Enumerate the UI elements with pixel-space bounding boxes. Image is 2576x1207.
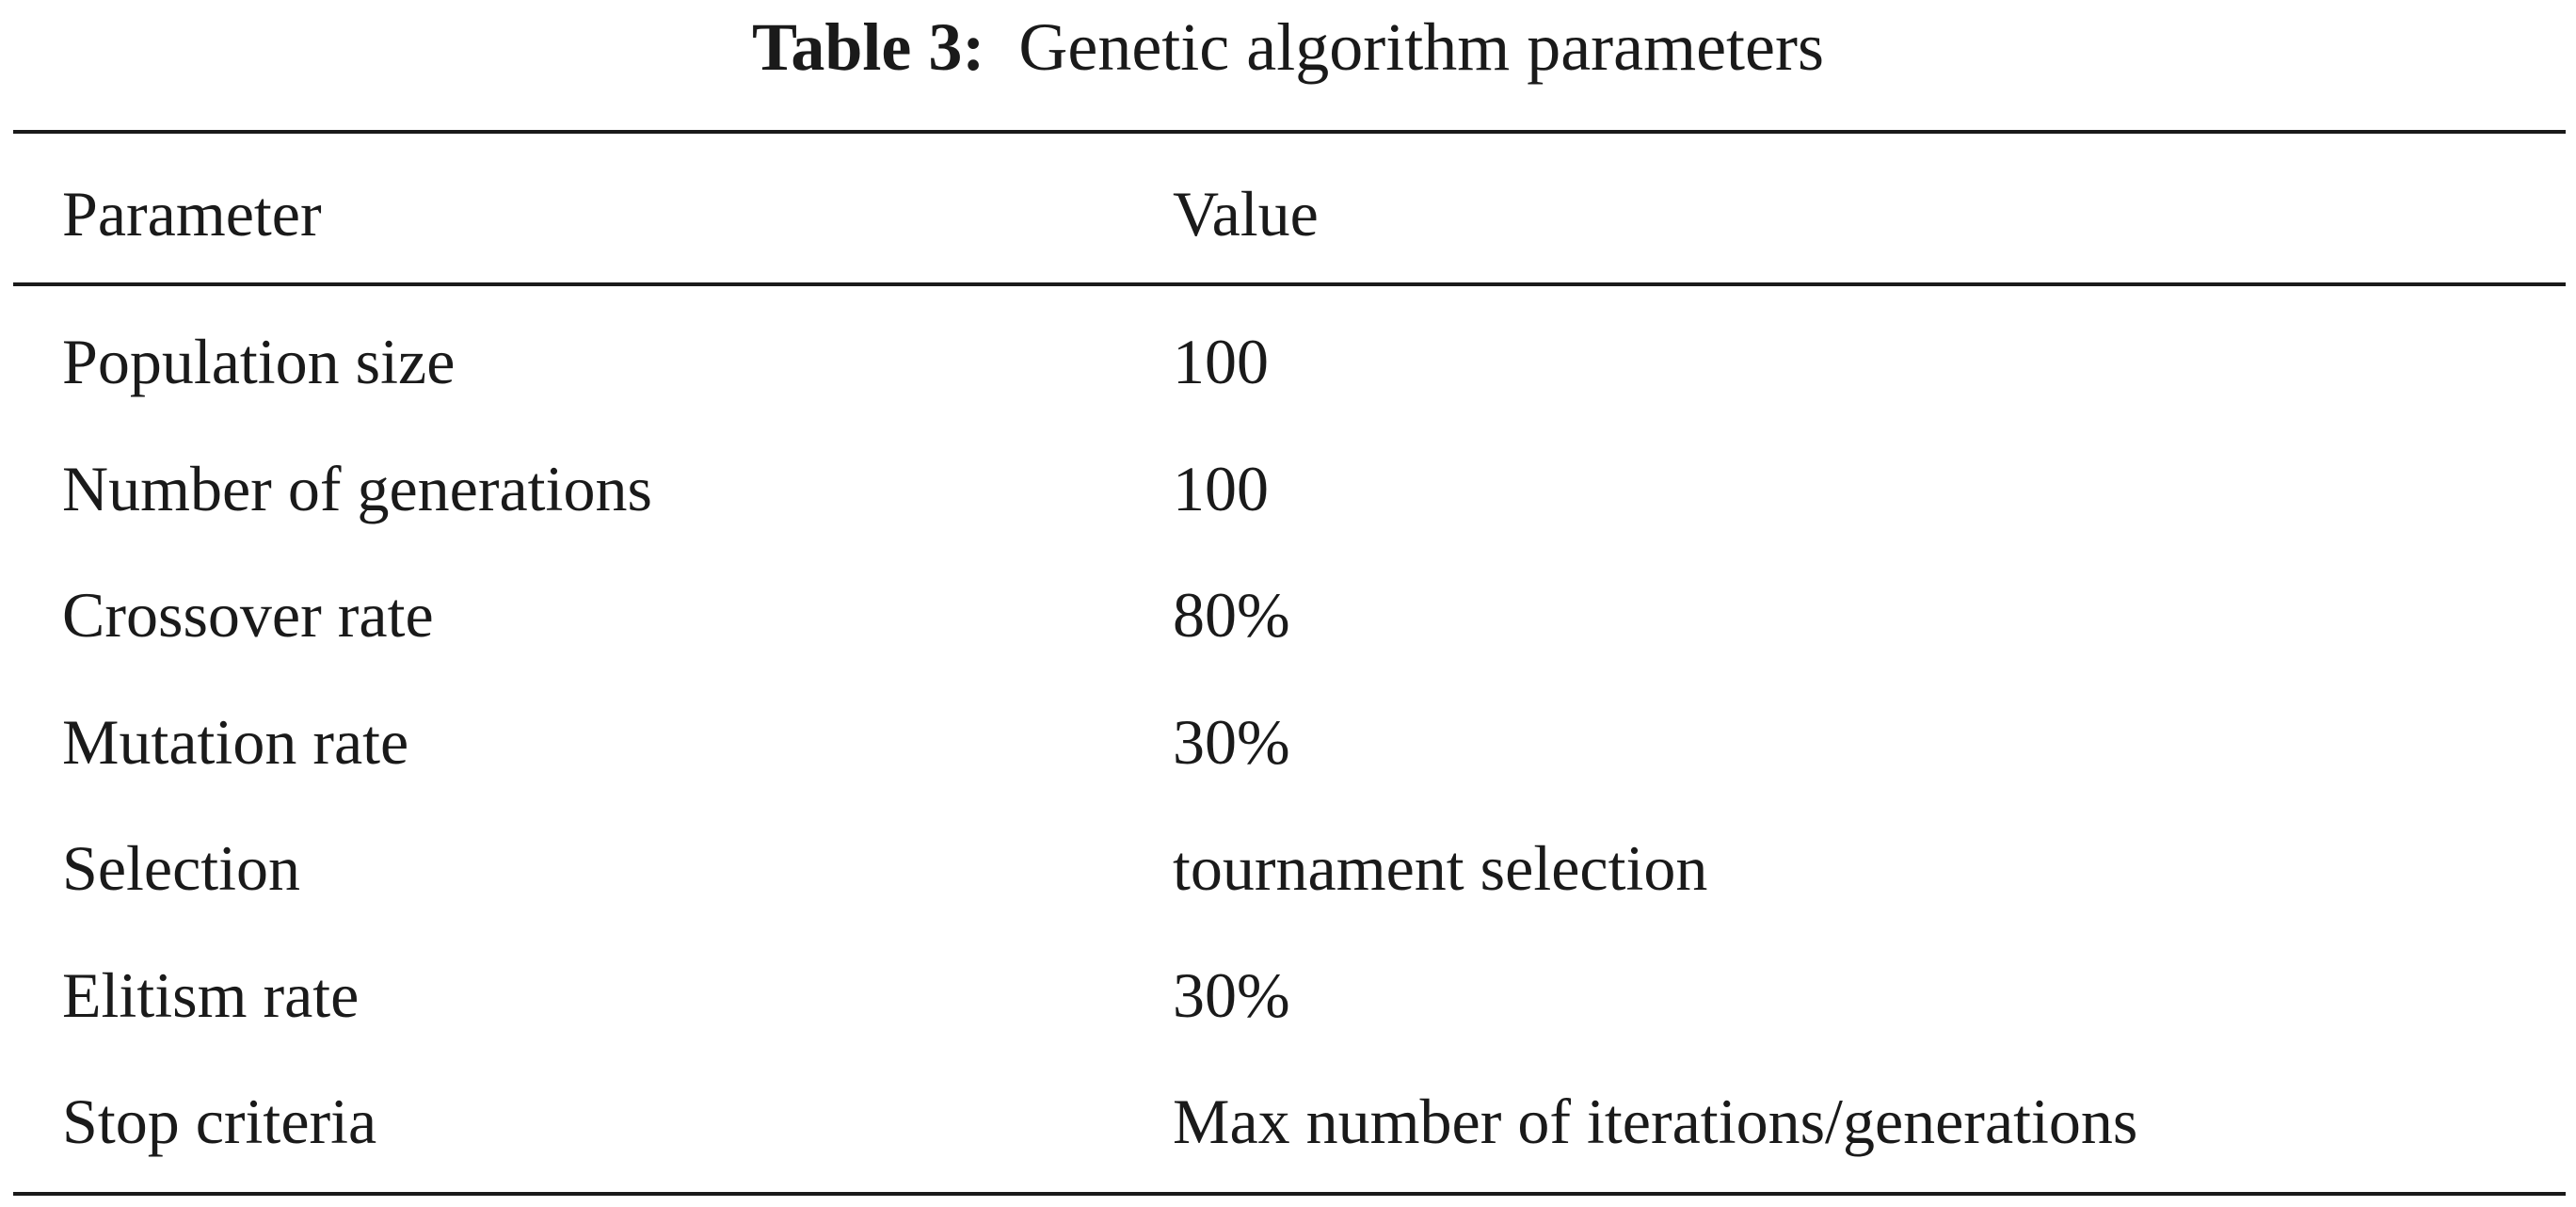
parameter-cell: Stop criteria bbox=[62, 1086, 377, 1157]
value-cell: 100 bbox=[1173, 326, 1269, 397]
value-cell: 30% bbox=[1173, 958, 1290, 1031]
mid-rule bbox=[13, 282, 2566, 286]
parameter-cell: Number of generations bbox=[62, 452, 652, 524]
value-cell: Max number of iterations/generations bbox=[1173, 1086, 2138, 1157]
parameter-cell: Crossover rate bbox=[62, 579, 434, 651]
table-caption: Table 3: Genetic algorithm parameters bbox=[0, 8, 2576, 87]
value-cell: tournament selection bbox=[1173, 832, 1708, 904]
bottom-rule bbox=[13, 1192, 2566, 1196]
parameter-cell: Mutation rate bbox=[62, 705, 409, 778]
value-cell: 100 bbox=[1173, 452, 1269, 524]
parameter-cell: Population size bbox=[62, 326, 456, 397]
caption-title: Genetic algorithm parameters bbox=[1018, 9, 1825, 85]
top-rule bbox=[13, 130, 2566, 134]
header-cell: Value bbox=[1173, 178, 1319, 249]
value-cell: 80% bbox=[1173, 579, 1290, 651]
parameter-cell: Selection bbox=[62, 832, 301, 904]
header-cell: Parameter bbox=[62, 178, 322, 249]
value-cell: 30% bbox=[1173, 705, 1290, 778]
parameter-cell: Elitism rate bbox=[62, 958, 360, 1031]
caption-label: Table 3: bbox=[751, 9, 985, 85]
